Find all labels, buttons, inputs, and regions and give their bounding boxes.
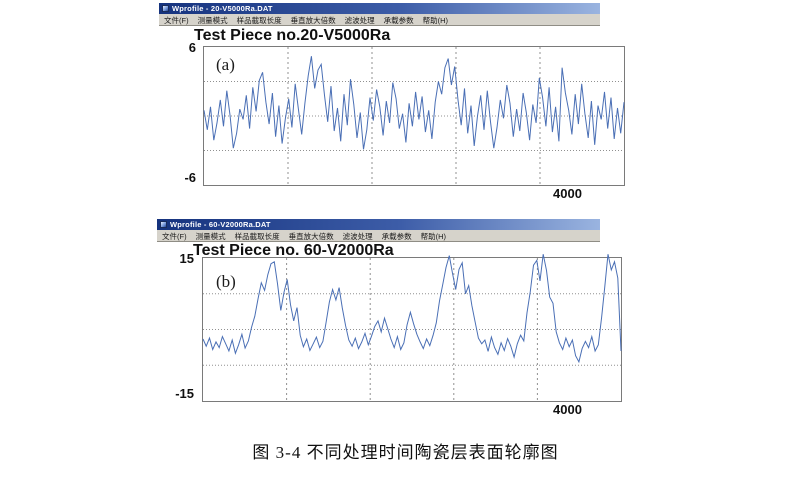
wprofile-window-b: Wprofile - 60-V2000Ra.DAT 文件(F) 测量模式 样品截取长… [157, 219, 600, 242]
profile-trace-svg-a [203, 47, 625, 185]
menu-item-4[interactable]: 滤波处理 [342, 232, 373, 241]
window-title: Wprofile - 20-V5000Ra.DAT [172, 4, 273, 13]
y-min-label-a: -6 [184, 170, 196, 185]
menu-item-1[interactable]: 测量模式 [195, 232, 226, 241]
menu-item-3[interactable]: 垂直放大倍数 [290, 16, 336, 25]
y-min-label-b: -15 [175, 386, 194, 401]
chart-title-a: Test Piece no.20-V5000Ra [194, 27, 391, 44]
y-max-label-a: 6 [188, 40, 196, 55]
chart-title-b: Test Piece no. 60-V2000Ra [193, 242, 394, 259]
y-max-label-b: 15 [179, 251, 194, 266]
wprofile-window-a: Wprofile - 20-V5000Ra.DAT 文件(F) 测量模式 样品截取长… [159, 3, 600, 26]
menubar: 文件(F) 测量模式 样品截取长度 垂直放大倍数 滤波处理 承载参数 帮助(H) [157, 230, 600, 242]
menu-item-2[interactable]: 样品截取长度 [236, 16, 282, 25]
menu-item-1[interactable]: 测量模式 [197, 16, 228, 25]
profile-plot-a [203, 46, 625, 186]
profile-trace-svg-b [202, 254, 622, 401]
menu-item-5[interactable]: 承载参数 [381, 232, 412, 241]
menu-item-4[interactable]: 滤波处理 [344, 16, 375, 25]
menu-item-3[interactable]: 垂直放大倍数 [288, 232, 334, 241]
wprofile-app-icon [162, 5, 169, 12]
titlebar: Wprofile - 20-V5000Ra.DAT [159, 3, 600, 14]
x-max-label-a: 4000 [553, 186, 582, 201]
panel-label-a: (a) [216, 55, 235, 74]
menubar: 文件(F) 测量模式 样品截取长度 垂直放大倍数 滤波处理 承载参数 帮助(H) [159, 14, 600, 26]
profile-plot-b [202, 254, 622, 402]
titlebar: Wprofile - 60-V2000Ra.DAT [157, 219, 600, 230]
wprofile-app-icon [160, 221, 167, 228]
figure-caption: 图 3-4 不同处理时间陶瓷层表面轮廓图 [252, 443, 559, 462]
menu-item-0[interactable]: 文件(F) [164, 16, 189, 25]
menu-item-0[interactable]: 文件(F) [162, 232, 187, 241]
menu-item-6[interactable]: 帮助(H) [420, 232, 446, 241]
x-max-label-b: 4000 [553, 402, 582, 417]
window-title: Wprofile - 60-V2000Ra.DAT [170, 220, 271, 229]
menu-item-5[interactable]: 承载参数 [383, 16, 414, 25]
menu-item-6[interactable]: 帮助(H) [422, 16, 448, 25]
panel-label-b: (b) [216, 272, 236, 291]
menu-item-2[interactable]: 样品截取长度 [234, 232, 280, 241]
